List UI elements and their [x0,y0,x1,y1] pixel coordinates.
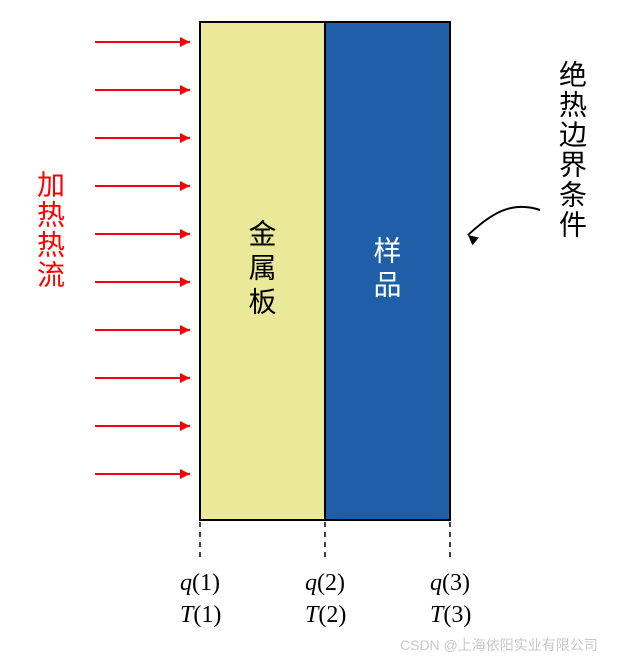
watermark: CSDN @上海依阳实业有限公司 [400,637,598,653]
q-label-3: q(3) [430,570,470,596]
q-label-2: q(2) [305,570,345,596]
T-label-3: T(3) [430,602,471,628]
q-label-1: q(1) [180,570,220,596]
T-label-2: T(2) [305,602,346,628]
adiabatic-label: 绝热边界条件 [550,60,590,240]
T-label-1: T(1) [180,602,221,628]
metal-plate-label: 金属板 [248,218,276,318]
svg-text:品: 品 [373,270,401,301]
svg-text:样: 样 [373,235,401,267]
svg-text:板: 板 [248,286,276,318]
svg-text:属: 属 [248,253,276,284]
heat-flow-label: 加热热流 [28,170,68,290]
svg-text:金: 金 [248,218,276,250]
